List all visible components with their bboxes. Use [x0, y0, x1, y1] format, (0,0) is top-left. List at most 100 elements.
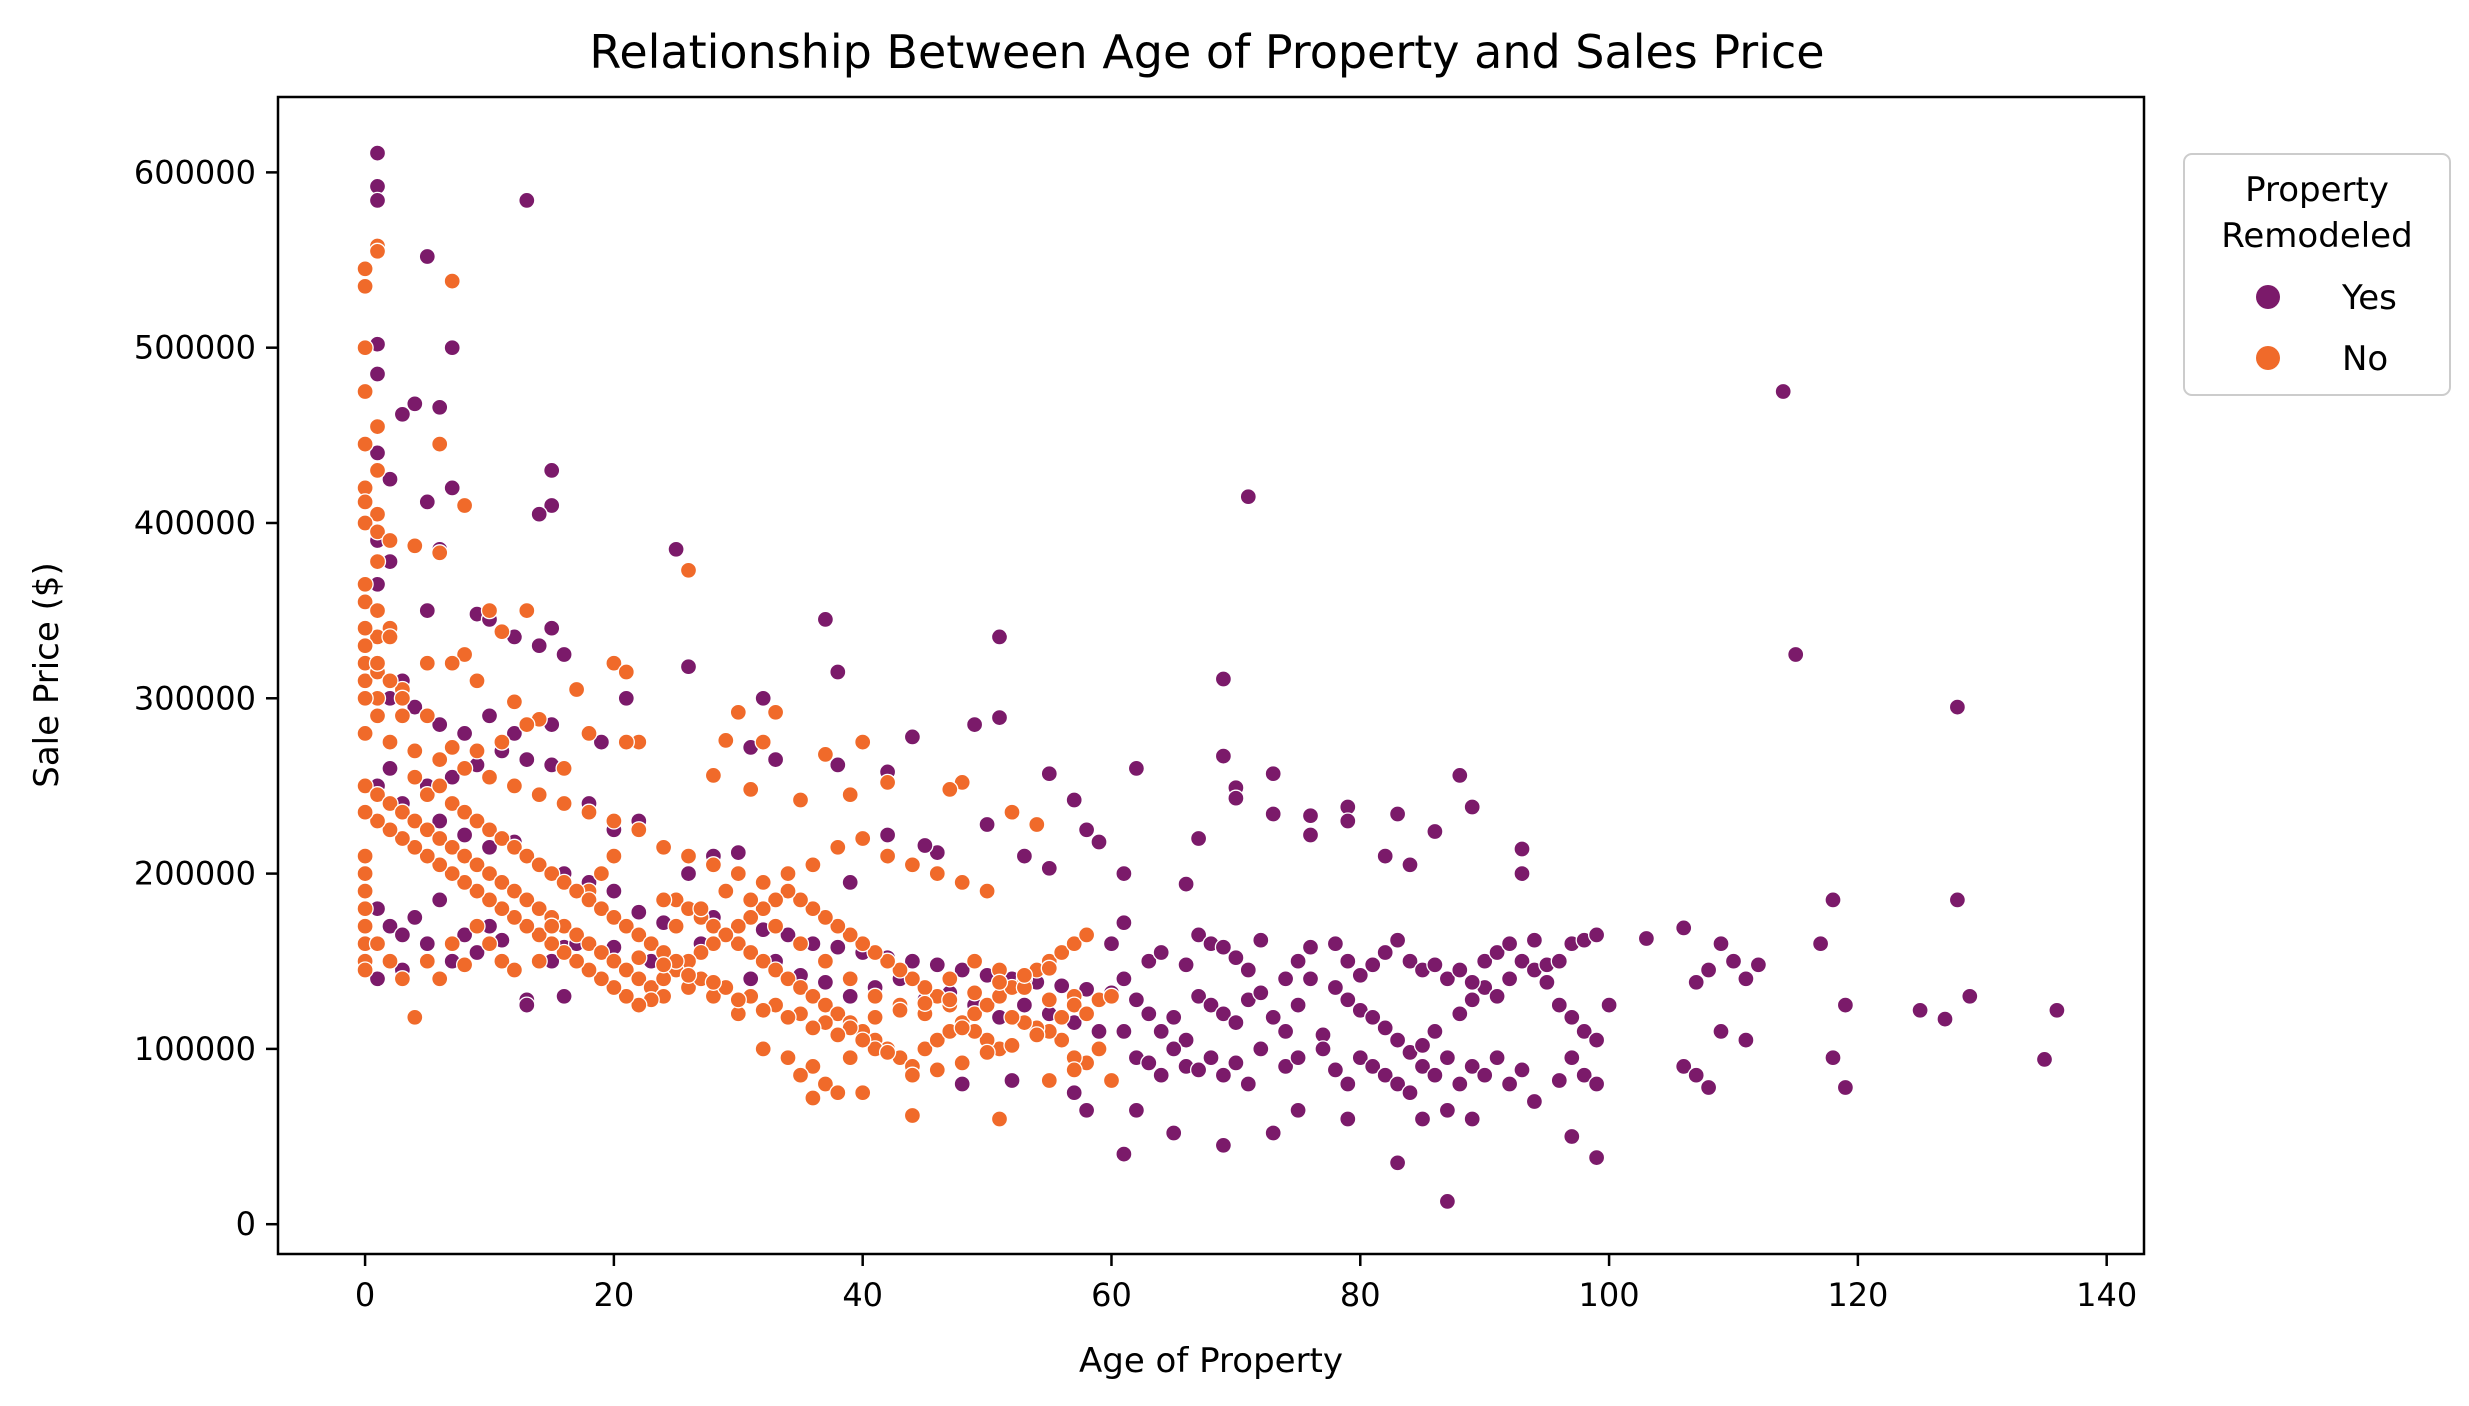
point-no-110: [567, 926, 586, 944]
point-no-167: [903, 970, 922, 988]
point-yes-49: [1961, 987, 1979, 1005]
legend-marker-yes: [2256, 285, 2280, 309]
point-yes-244: [1214, 1066, 1233, 1084]
point-no-91: [1003, 803, 1021, 821]
point-yes-75: [1264, 765, 1282, 783]
point-yes-84: [1376, 847, 1394, 865]
point-no-235: [592, 864, 611, 883]
point-yes-279: [1339, 1110, 1357, 1128]
point-yes-170: [1388, 1031, 1407, 1049]
point-yes-218: [1364, 956, 1382, 974]
point-yes-32: [555, 645, 573, 664]
point-yes-185: [1575, 1022, 1593, 1041]
point-no-221: [381, 952, 399, 970]
point-yes-192: [1712, 935, 1730, 953]
point-no-159: [1003, 1008, 1021, 1026]
x-tick-label-140: 140: [2076, 1276, 2137, 1314]
point-no-17: [381, 531, 399, 550]
point-no-315: [941, 991, 959, 1009]
point-yes-88: [1264, 805, 1282, 823]
point-no-245: [841, 970, 859, 988]
point-no-92: [1028, 815, 1046, 834]
point-no-283: [406, 768, 424, 786]
point-yes-10: [393, 405, 412, 423]
point-yes-166: [1339, 991, 1357, 1009]
point-yes-40: [1948, 698, 1967, 716]
point-yes-95: [1065, 791, 1083, 809]
point-yes-232: [1550, 952, 1568, 970]
point-yes-202: [1115, 914, 1133, 932]
point-yes-122: [480, 838, 499, 856]
point-no-197: [530, 926, 548, 944]
point-yes-150: [1140, 1005, 1158, 1023]
point-no-211: [356, 803, 374, 821]
point-no-129: [804, 987, 822, 1005]
point-no-73: [555, 794, 573, 813]
y-tick-label-300000: 300000: [134, 679, 256, 717]
point-no-323: [1077, 1005, 1096, 1023]
point-yes-269: [1563, 1049, 1581, 1067]
point-no-127: [779, 970, 797, 988]
point-yes-118: [381, 759, 399, 778]
point-no-155: [1053, 1031, 1071, 1049]
point-yes-280: [1388, 1154, 1407, 1172]
point-yes-283: [1463, 1110, 1481, 1128]
point-yes-81: [1513, 840, 1531, 858]
point-yes-62: [754, 689, 772, 707]
point-yes-87: [1301, 807, 1320, 825]
point-no-261: [854, 1084, 872, 1102]
point-no-260: [804, 1089, 822, 1107]
point-no-196: [543, 935, 561, 953]
point-no-111: [580, 935, 598, 953]
point-no-169: [878, 952, 897, 970]
point-no-99: [431, 829, 449, 848]
point-no-126: [766, 961, 785, 979]
point-yes-79: [1451, 766, 1469, 785]
point-no-128: [791, 978, 810, 997]
point-no-209: [381, 821, 399, 839]
point-yes-104: [729, 843, 747, 862]
point-yes-275: [1165, 1124, 1183, 1142]
point-yes-278: [1289, 1101, 1307, 1119]
point-yes-8: [368, 365, 387, 383]
point-no-212: [356, 847, 374, 865]
point-yes-145: [1053, 977, 1071, 995]
point-yes-148: [1115, 970, 1133, 988]
point-yes-325: [518, 996, 536, 1014]
point-no-199: [505, 908, 524, 927]
point-no-79: [704, 856, 723, 874]
point-no-193: [580, 961, 598, 979]
point-no-64: [368, 707, 387, 725]
point-yes-255: [1376, 1066, 1394, 1084]
point-no-229: [480, 935, 499, 953]
point-no-203: [455, 873, 474, 892]
point-yes-20: [530, 505, 548, 523]
point-yes-264: [1488, 1049, 1506, 1067]
point-yes-3: [518, 191, 536, 210]
point-no-80: [729, 864, 747, 883]
point-yes-194: [1737, 970, 1755, 988]
point-yes-187: [1600, 996, 1618, 1014]
point-no-123: [729, 935, 747, 953]
point-yes-248: [1276, 1057, 1295, 1076]
point-yes-327: [368, 970, 387, 988]
point-no-41: [766, 703, 785, 721]
point-no-18: [406, 537, 424, 555]
point-yes-35: [816, 610, 835, 629]
legend-title-line-1: Property: [2245, 170, 2389, 210]
point-no-265: [990, 1110, 1009, 1128]
point-yes-85: [1401, 856, 1419, 874]
point-no-175: [804, 900, 822, 918]
point-no-8: [356, 435, 374, 453]
point-yes-227: [1476, 952, 1494, 970]
point-no-297: [580, 891, 598, 909]
point-yes-163: [1301, 970, 1320, 988]
point-no-94: [368, 786, 387, 804]
x-tick-label-40: 40: [842, 1276, 883, 1314]
point-no-179: [754, 900, 772, 918]
point-no-51: [742, 780, 760, 799]
point-no-289: [480, 821, 499, 839]
point-yes-83: [1426, 822, 1444, 841]
point-yes-56: [455, 724, 474, 743]
point-no-86: [878, 847, 897, 865]
